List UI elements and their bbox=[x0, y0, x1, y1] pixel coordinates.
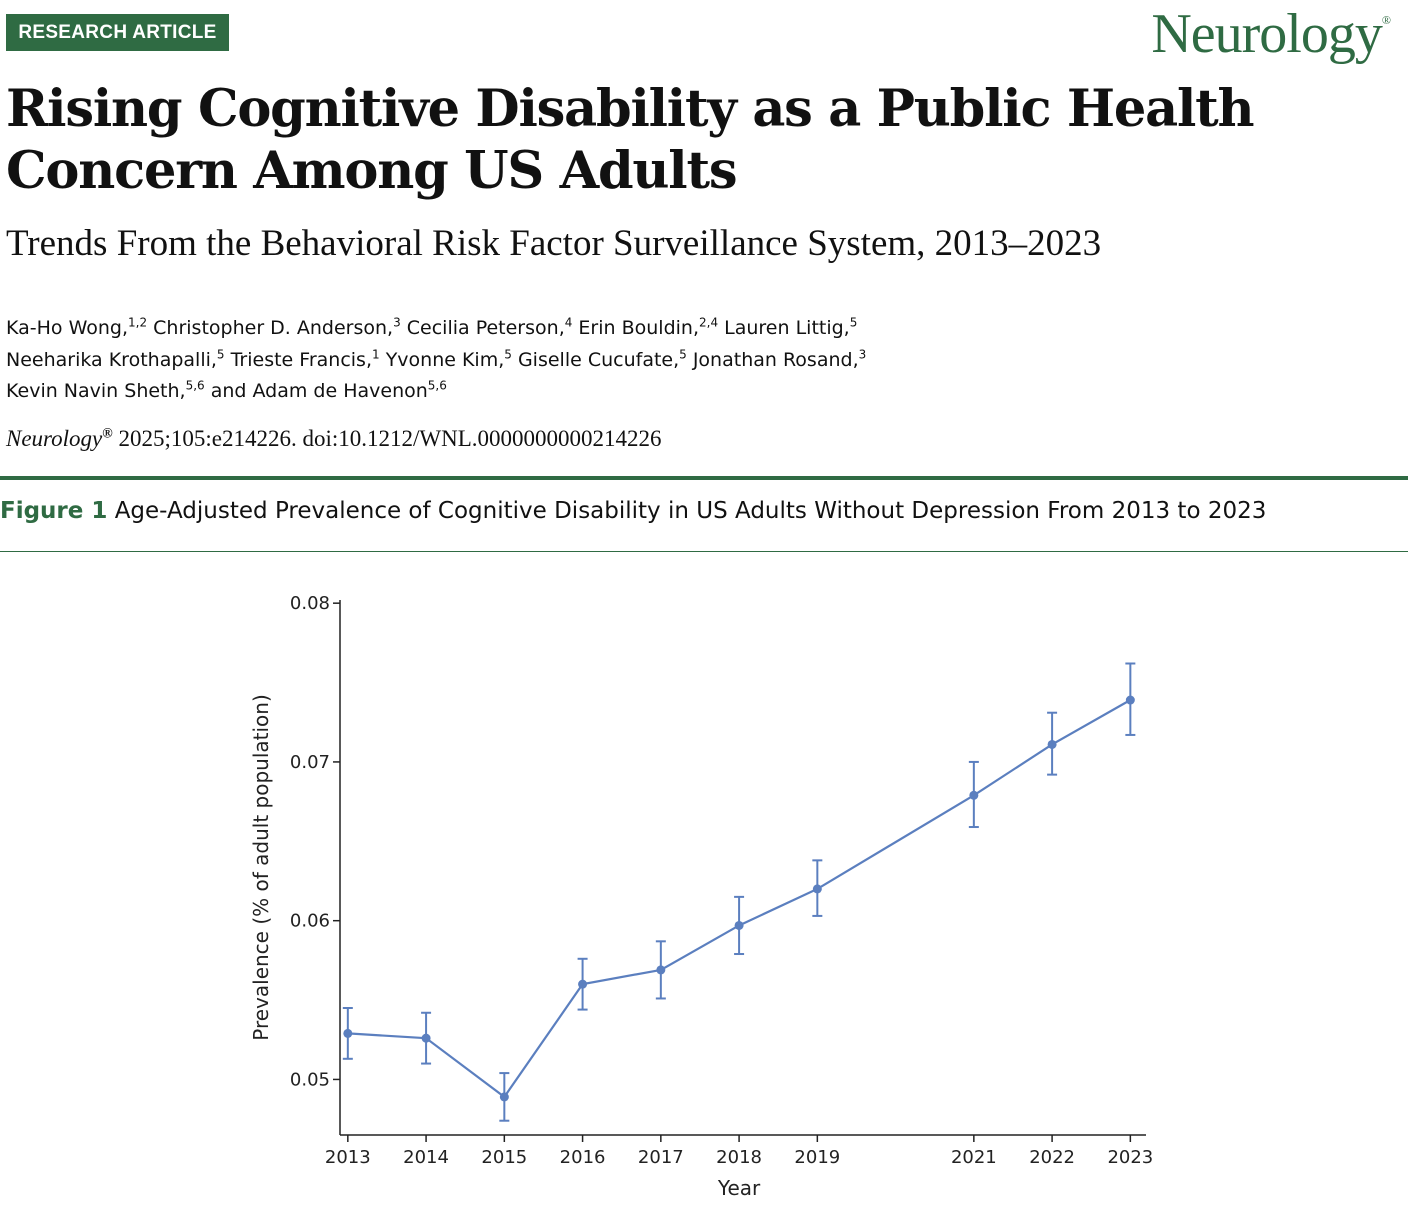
figure-label: Figure 1 bbox=[0, 498, 108, 524]
citation-line: Neurology® 2025;105:e214226. doi:10.1212… bbox=[6, 426, 662, 452]
author-name: Neeharika Krothapalli, bbox=[6, 348, 217, 371]
x-tick-label: 2021 bbox=[951, 1147, 997, 1168]
x-tick-label: 2022 bbox=[1029, 1147, 1075, 1168]
y-tick-label: 0.08 bbox=[290, 593, 330, 614]
article-subtitle: Trends From the Behavioral Risk Factor S… bbox=[6, 223, 1102, 264]
author-list: Ka-Ho Wong,1,2 Christopher D. Anderson,3… bbox=[6, 313, 1006, 408]
y-axis-label: Prevalence (% of adult population) bbox=[249, 694, 273, 1041]
x-tick-label: 2013 bbox=[325, 1147, 371, 1168]
data-point bbox=[343, 1028, 353, 1038]
author-name: Cecilia Peterson, bbox=[406, 317, 565, 339]
data-point bbox=[1047, 739, 1057, 749]
author-affiliation: 3 bbox=[858, 347, 867, 362]
author-name: Giselle Cucufate, bbox=[517, 348, 680, 371]
author-name: Kevin Navin Sheth, bbox=[6, 380, 186, 402]
y-ticks: 0.05 0.06 0.07 0.08 bbox=[290, 593, 340, 1090]
author-affiliation: 5 bbox=[849, 315, 858, 330]
series-group bbox=[342, 662, 1136, 1122]
author-affiliation: 4 bbox=[564, 315, 573, 330]
data-point bbox=[656, 965, 666, 975]
x-tick-label: 2019 bbox=[794, 1147, 840, 1168]
data-point bbox=[969, 790, 979, 800]
article-type-badge: RESEARCH ARTICLE bbox=[6, 14, 229, 51]
citation-registered-mark: ® bbox=[102, 426, 113, 442]
journal-logo-text: Neurology bbox=[1151, 3, 1383, 65]
figure-caption-text: Age-Adjusted Prevalence of Cognitive Dis… bbox=[114, 498, 1267, 524]
x-tick-label: 2023 bbox=[1107, 1147, 1153, 1168]
data-point bbox=[734, 920, 744, 930]
caption-divider bbox=[0, 551, 1408, 552]
author-name: Christopher D. Anderson, bbox=[153, 317, 394, 339]
registered-mark: ® bbox=[1381, 13, 1391, 28]
author-affiliation: 5 bbox=[504, 347, 512, 362]
data-point bbox=[1125, 695, 1135, 705]
citation-details: 2025;105:e214226. doi:10.1212/WNL.000000… bbox=[112, 426, 662, 451]
citation-journal: Neurology bbox=[6, 426, 103, 451]
data-point bbox=[499, 1092, 509, 1102]
data-point bbox=[421, 1033, 431, 1043]
author-affiliation: 5 bbox=[216, 347, 225, 362]
author-affiliation: 5,6 bbox=[185, 378, 205, 393]
author-affiliation: 5,6 bbox=[427, 378, 447, 393]
y-tick-label: 0.06 bbox=[290, 911, 330, 932]
data-point bbox=[578, 979, 588, 989]
section-divider bbox=[0, 476, 1408, 480]
author-name: Erin Bouldin, bbox=[578, 317, 699, 339]
author-name: Trieste Francis, bbox=[230, 348, 372, 371]
data-point bbox=[812, 884, 822, 894]
x-axis-label: Year bbox=[717, 1176, 761, 1200]
x-tick-label: 2016 bbox=[560, 1147, 606, 1168]
x-tick-label: 2015 bbox=[481, 1147, 527, 1168]
y-tick-label: 0.07 bbox=[290, 752, 330, 773]
x-tick-label: 2018 bbox=[716, 1147, 762, 1168]
article-title: Rising Cognitive Disability as a Public … bbox=[6, 79, 1255, 201]
author-name: Lauren Littig, bbox=[724, 317, 850, 339]
author-affiliation: 1 bbox=[372, 347, 380, 362]
author-name: Ka-Ho Wong, bbox=[6, 317, 129, 339]
x-tick-label: 2017 bbox=[638, 1147, 684, 1168]
figure-caption: Figure 1 Age-Adjusted Prevalence of Cogn… bbox=[0, 498, 1266, 524]
author-affiliation: 1,2 bbox=[128, 315, 148, 330]
author-name: and Adam de Havenon bbox=[210, 380, 428, 402]
author-name: Yvonne Kim, bbox=[385, 348, 505, 371]
author-name: Jonathan Rosand, bbox=[692, 348, 859, 371]
x-tick-label: 2014 bbox=[403, 1147, 449, 1168]
journal-logo: Neurology® bbox=[1151, 2, 1391, 66]
author-affiliation: 2,4 bbox=[699, 315, 719, 330]
y-tick-label: 0.05 bbox=[290, 1069, 330, 1090]
author-affiliation: 3 bbox=[393, 315, 401, 330]
author-affiliation: 5 bbox=[679, 347, 687, 362]
x-ticks: 2013 2014 2015 2016 2017 2018 2019 2021 2022 2023 bbox=[325, 1135, 1153, 1168]
series-line bbox=[347, 699, 1131, 1099]
